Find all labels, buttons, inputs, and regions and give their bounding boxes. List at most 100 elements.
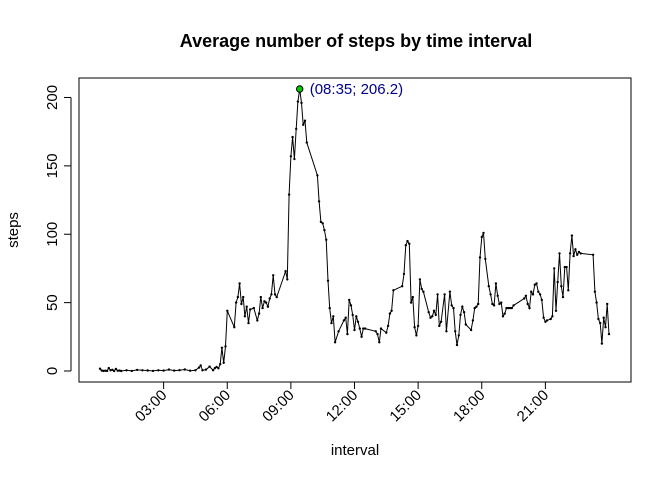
data-point (408, 242, 411, 245)
data-point (492, 304, 496, 307)
data-point (178, 369, 181, 372)
data-point (109, 369, 112, 372)
data-point (406, 239, 409, 243)
data-point (183, 368, 186, 371)
data-point (551, 315, 554, 318)
data-point (167, 368, 171, 371)
data-point (300, 101, 303, 105)
data-point (487, 285, 490, 288)
data-point (604, 326, 607, 329)
data-point (379, 327, 383, 330)
data-point (445, 330, 448, 333)
data-point (98, 367, 102, 370)
data-point (489, 293, 492, 296)
data-point (102, 369, 105, 373)
data-point (105, 369, 109, 373)
data-point (234, 301, 238, 304)
data-point (459, 313, 462, 317)
data-point (188, 369, 192, 372)
y-tick-label: 100 (44, 222, 61, 247)
data-point (141, 369, 144, 372)
data-point (293, 157, 296, 161)
data-point (607, 332, 611, 336)
data-point (563, 265, 566, 269)
y-tick-label: 0 (44, 367, 61, 375)
data-point (568, 252, 572, 255)
data-point (530, 290, 533, 293)
data-point (213, 366, 217, 370)
data-point (204, 368, 208, 371)
data-point (503, 312, 506, 315)
data-point (240, 302, 243, 306)
data-point (420, 287, 423, 291)
data-point (233, 326, 236, 329)
data-point (448, 290, 452, 293)
data-point (146, 369, 149, 372)
data-point (135, 368, 139, 372)
data-point (337, 330, 340, 333)
x-tick-label: 15:00 (386, 387, 425, 426)
max-point-marker (296, 85, 304, 93)
data-point (151, 369, 155, 373)
data-point (266, 305, 270, 308)
x-axis-label: interval (331, 442, 379, 459)
x-tick-label: 18:00 (450, 387, 489, 426)
data-point (245, 305, 248, 308)
data-point (326, 279, 330, 282)
data-point (422, 290, 425, 293)
data-point (257, 312, 261, 315)
data-point (500, 301, 503, 304)
data-point (270, 293, 273, 296)
data-point (409, 301, 413, 304)
data-point (386, 324, 390, 328)
data-point (162, 369, 165, 372)
data-point (496, 294, 499, 297)
data-point (222, 361, 225, 364)
data-point (388, 312, 392, 315)
data-point (461, 305, 464, 308)
data-point (454, 330, 457, 333)
data-point (273, 293, 277, 296)
x-tick-label: 03:00 (132, 387, 171, 426)
data-point (558, 252, 561, 255)
data-point (577, 250, 581, 254)
data-point (498, 302, 501, 306)
data-point (272, 274, 275, 277)
data-point (570, 234, 574, 237)
data-point (413, 326, 416, 329)
data-point (528, 306, 531, 310)
data-point (434, 313, 437, 317)
data-point (418, 278, 422, 281)
data-point (462, 311, 466, 314)
data-point (471, 319, 475, 322)
data-point (535, 282, 538, 285)
data-point (226, 309, 229, 312)
data-point (482, 231, 485, 235)
data-point (416, 324, 420, 328)
data-point (464, 323, 467, 326)
data-point (549, 317, 552, 321)
data-point (224, 345, 227, 348)
x-tick-label: 21:00 (514, 387, 553, 426)
data-point (284, 270, 287, 273)
data-point (215, 365, 218, 369)
data-point (353, 328, 356, 332)
data-point (512, 304, 515, 307)
data-point (579, 252, 582, 255)
data-point (531, 293, 535, 296)
data-point (480, 235, 483, 239)
data-point (478, 256, 482, 259)
data-point (360, 335, 363, 338)
data-point (349, 304, 353, 307)
data-point (252, 306, 255, 310)
data-point (556, 280, 559, 284)
data-point (256, 319, 259, 322)
data-point (606, 302, 609, 306)
data-point (332, 315, 335, 318)
data-point (537, 290, 540, 293)
series-layer (98, 87, 611, 373)
data-point (542, 316, 545, 319)
data-point (390, 309, 393, 312)
data-point (385, 331, 388, 334)
data-point (591, 253, 595, 256)
